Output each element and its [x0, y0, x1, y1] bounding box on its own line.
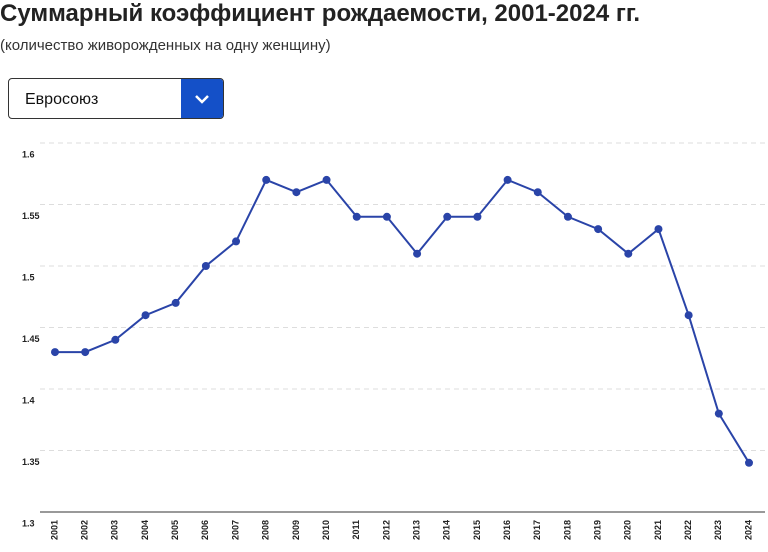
y-tick-label: 1.55 [22, 211, 40, 221]
x-tick-label: 2010 [321, 520, 331, 540]
x-tick-label: 2005 [170, 520, 180, 540]
x-tick-label: 2003 [110, 520, 120, 540]
x-tick-label: 2016 [502, 520, 512, 540]
x-tick-label: 2012 [381, 520, 391, 540]
point [563, 212, 572, 221]
point [292, 188, 301, 197]
point [594, 225, 603, 234]
x-tick-label: 2002 [80, 520, 90, 540]
point [413, 249, 422, 258]
point [171, 298, 180, 307]
chart: 1.3 1.35 1.4 1.45 1.5 1.55 1.6 2001 2002 2003 2004… [22, 142, 765, 540]
point [141, 311, 150, 320]
x-tick-label: 2011 [351, 520, 361, 540]
x-tick-label: 2018 [562, 520, 572, 540]
line [55, 178, 750, 464]
chevron-icon [195, 95, 209, 104]
x-tick-label: 2022 [683, 520, 693, 540]
point [503, 175, 512, 184]
point [684, 311, 693, 320]
y-tick-label: 1.45 [22, 334, 40, 344]
x-tick-label: 2001 [49, 520, 59, 540]
x-tick-label: 2017 [532, 520, 542, 540]
point [654, 225, 663, 234]
point [533, 188, 542, 197]
x-tick-label: 2020 [623, 520, 633, 540]
point [352, 212, 361, 221]
y-tick-label: 1.35 [22, 457, 40, 467]
x-tick-label: 2013 [411, 520, 421, 540]
dropdown-button[interactable] [181, 79, 223, 118]
x-tick-label: 2023 [713, 520, 723, 540]
point [714, 409, 723, 418]
title: Суммарный коэффициент рождаемости, 2001-… [0, 0, 641, 27]
point [473, 212, 482, 221]
x-tick-label: 2008 [261, 520, 271, 540]
x-tick-label: 2024 [743, 520, 753, 540]
subtitle: (количество живорожденных на одну женщин… [0, 37, 331, 54]
region-dropdown[interactable]: Евросоюз [8, 78, 224, 119]
x-tick-label: 2021 [653, 520, 663, 540]
x-tick-label: 2004 [140, 520, 150, 540]
x-tick-label: 2007 [230, 520, 240, 540]
point [322, 175, 331, 184]
point [624, 249, 633, 258]
x-tick-label: 2014 [442, 520, 452, 540]
y-tick-label: 1.6 [22, 149, 35, 159]
point [262, 175, 271, 184]
point [111, 335, 120, 344]
point [443, 212, 452, 221]
y-tick-label: 1.5 [22, 272, 35, 282]
point [201, 262, 210, 270]
point [382, 212, 391, 221]
dropdown-value[interactable]: Евросоюз [25, 91, 99, 108]
point [81, 348, 90, 357]
x-tick-label: 2015 [472, 520, 482, 540]
y-tick-label: 1.3 [22, 518, 35, 528]
x-tick-label: 2019 [593, 520, 603, 540]
y-tick-label: 1.4 [22, 395, 35, 405]
point [745, 458, 753, 467]
point [232, 237, 241, 246]
x-tick-label: 2006 [200, 520, 210, 540]
point [51, 348, 59, 357]
x-tick-label: 2009 [291, 520, 301, 540]
